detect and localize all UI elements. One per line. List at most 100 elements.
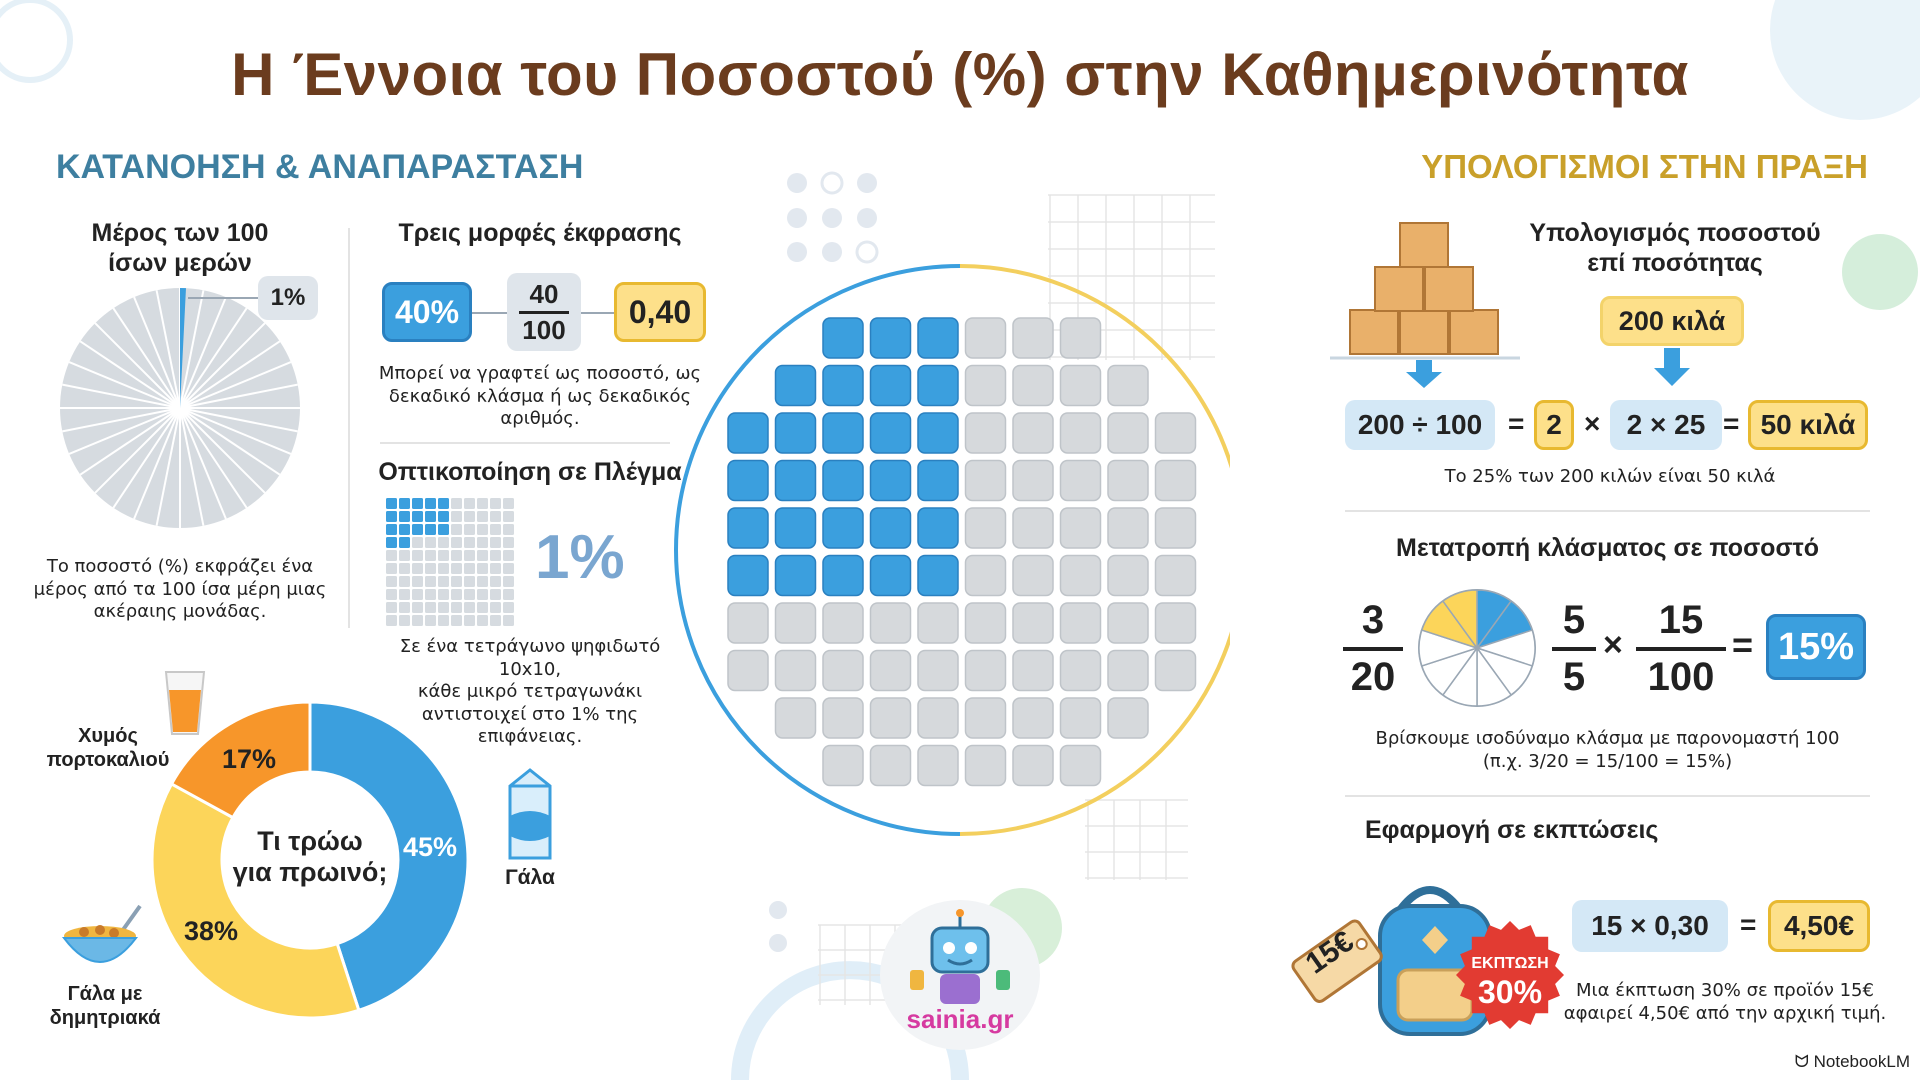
- small-grid-cell: [438, 602, 449, 613]
- grid-cell-filled: [917, 364, 959, 407]
- fraction2-bar: [1552, 647, 1596, 651]
- equals-sign-1: =: [1508, 408, 1525, 439]
- pie-divider: [179, 340, 281, 409]
- pie-percent-label: 1%: [258, 276, 318, 320]
- grid-cell-empty: [822, 602, 864, 644]
- pie-divider: [94, 407, 181, 494]
- small-grid-cell: [399, 498, 410, 509]
- fraction2-denominator: 5: [1562, 655, 1586, 699]
- fraction1-bar: [1343, 647, 1403, 651]
- grid-cell-empty: [774, 697, 817, 739]
- small-grid-cell: [451, 498, 462, 509]
- grid-cell-empty: [1059, 744, 1102, 787]
- small-grid-cell: [503, 576, 514, 587]
- grid-cell-empty: [1154, 459, 1197, 502]
- small-grid-cell: [503, 511, 514, 522]
- grid-cell-empty: [1154, 602, 1197, 644]
- small-grid-cell: [503, 615, 514, 626]
- small-grid-cell: [490, 589, 501, 600]
- small-grid-cell: [477, 524, 488, 535]
- pie-divider: [68, 407, 181, 455]
- pie-divider: [62, 407, 181, 433]
- small-grid-cell: [386, 537, 397, 548]
- grid-cell-empty: [964, 649, 1007, 692]
- small-grid-cell: [425, 511, 436, 522]
- form-fraction-box: 40 100: [507, 273, 581, 351]
- calc-step-multiply: 2 × 25: [1610, 400, 1722, 450]
- pie-divider: [179, 296, 227, 409]
- grid-cell-filled: [869, 507, 912, 549]
- grid-cell-filled: [822, 554, 864, 597]
- donut-slice: [150, 781, 361, 1020]
- small-grid-cell: [464, 589, 475, 600]
- grid-cell-empty: [822, 649, 864, 692]
- grid-cell-empty: [1012, 364, 1054, 407]
- small-grid-cell: [451, 550, 462, 561]
- pie-title: Μέρος των 100 ίσων μερών: [91, 219, 269, 277]
- pie-divider: [179, 407, 248, 509]
- quantity-title-text: Υπολογισμός ποσοστού επί ποσότητας: [1529, 219, 1821, 277]
- pie-divider: [133, 296, 181, 409]
- small-grid-cell: [490, 563, 501, 574]
- pie-divider: [179, 407, 292, 455]
- discount-badge-value: 30%: [1477, 974, 1543, 1010]
- grid-cell-empty: [1059, 602, 1102, 644]
- small-grid-cell: [464, 550, 475, 561]
- grid-cell-filled: [727, 554, 769, 597]
- grid-cell-filled: [822, 507, 864, 549]
- small-grid-cell: [386, 511, 397, 522]
- small-grid-cell: [386, 563, 397, 574]
- pie-caption: Το ποσοστό (%) εκφράζει ένα μέρος από τα…: [33, 556, 327, 622]
- cereal-label: Γάλα με δημητριακά: [49, 983, 161, 1029]
- grid-cell-empty: [964, 744, 1007, 787]
- small-grid-cell: [490, 498, 501, 509]
- small-grid-cell: [438, 537, 449, 548]
- small-grid-cell: [490, 537, 501, 548]
- pie-divider: [179, 407, 227, 520]
- discount-title: Εφαρμογή σε εκπτώσεις: [1365, 816, 1659, 844]
- grid-cell-empty: [1059, 459, 1102, 502]
- grid-cell-empty: [964, 507, 1007, 549]
- small-grid-cell: [451, 615, 462, 626]
- robot-icon: [910, 909, 1010, 1004]
- grid-cell-filled: [727, 459, 769, 502]
- small-grid-cell: [386, 550, 397, 561]
- small-grid-cell: [412, 524, 423, 535]
- grid-cell-empty: [1012, 697, 1054, 739]
- grid-cell-filled: [774, 412, 817, 454]
- grid-cell-empty: [869, 602, 912, 644]
- small-grid-cell: [477, 563, 488, 574]
- small-grid-cell: [399, 511, 410, 522]
- grid-cell-empty: [1107, 459, 1149, 502]
- small-grid-cell: [503, 537, 514, 548]
- grid-percent-label: 1%: [535, 523, 625, 592]
- small-grid-cell: [438, 511, 449, 522]
- equals-sign-3: =: [1732, 624, 1754, 665]
- small-10x10-grid: [386, 498, 514, 626]
- grid-cell-empty: [774, 649, 817, 692]
- backpack-icon: [1291, 886, 1492, 1036]
- discount-badge-top: ΕΚΠΤΩΣΗ: [1471, 955, 1549, 972]
- fraction3-denominator: 100: [1647, 655, 1715, 699]
- grid-cell-empty: [1059, 317, 1102, 359]
- small-grid-cell: [425, 576, 436, 587]
- grid-cell-empty: [964, 697, 1007, 739]
- pie-divider: [133, 407, 181, 520]
- small-grid-cell: [503, 589, 514, 600]
- grid-cell-filled: [774, 364, 817, 407]
- arrow-down-icon: [1406, 360, 1442, 388]
- small-grid-cell: [386, 498, 397, 509]
- grid-cell-empty: [964, 602, 1007, 644]
- grid-cell-empty: [964, 459, 1007, 502]
- pie-divider: [179, 407, 205, 526]
- small-grid-cell: [503, 563, 514, 574]
- small-grid-cell: [451, 602, 462, 613]
- grid-cell-empty: [917, 744, 959, 787]
- small-grid-cell: [399, 563, 410, 574]
- form-fraction-denominator: 100: [522, 315, 566, 345]
- small-grid-cell: [399, 615, 410, 626]
- right-divider-2: [1345, 795, 1870, 797]
- small-grid-cell: [425, 550, 436, 561]
- grid-cell-empty: [1059, 697, 1102, 739]
